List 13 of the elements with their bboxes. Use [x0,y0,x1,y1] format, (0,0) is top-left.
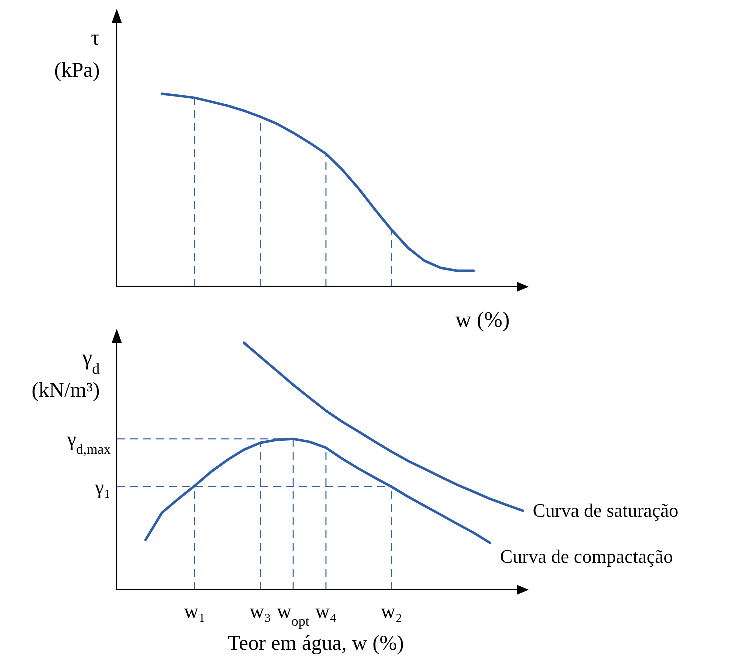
x-tick-label: w₂ [381,601,403,623]
ref-line-label: γ₁ [94,477,111,499]
x-tick-label: w₄ [315,601,337,623]
series-label: Curva de saturação [533,500,679,522]
y-axis-title: γ$_{d}$ (kN/m³) [32,345,100,402]
x-axis-title: w (%) [456,307,510,332]
ref-line-label: γ$_{d,max}$ [66,429,111,458]
x-tick-label: w₁ [184,601,206,623]
x-tick-label: w₃ [250,601,272,623]
series-label: Curva de compactação [500,547,674,568]
x-tick-label: w$_{opt}$ [277,601,310,630]
y-axis-title: τ (kPa) [54,25,100,82]
x-axis-title: Teor em água, w (%) [228,631,404,655]
